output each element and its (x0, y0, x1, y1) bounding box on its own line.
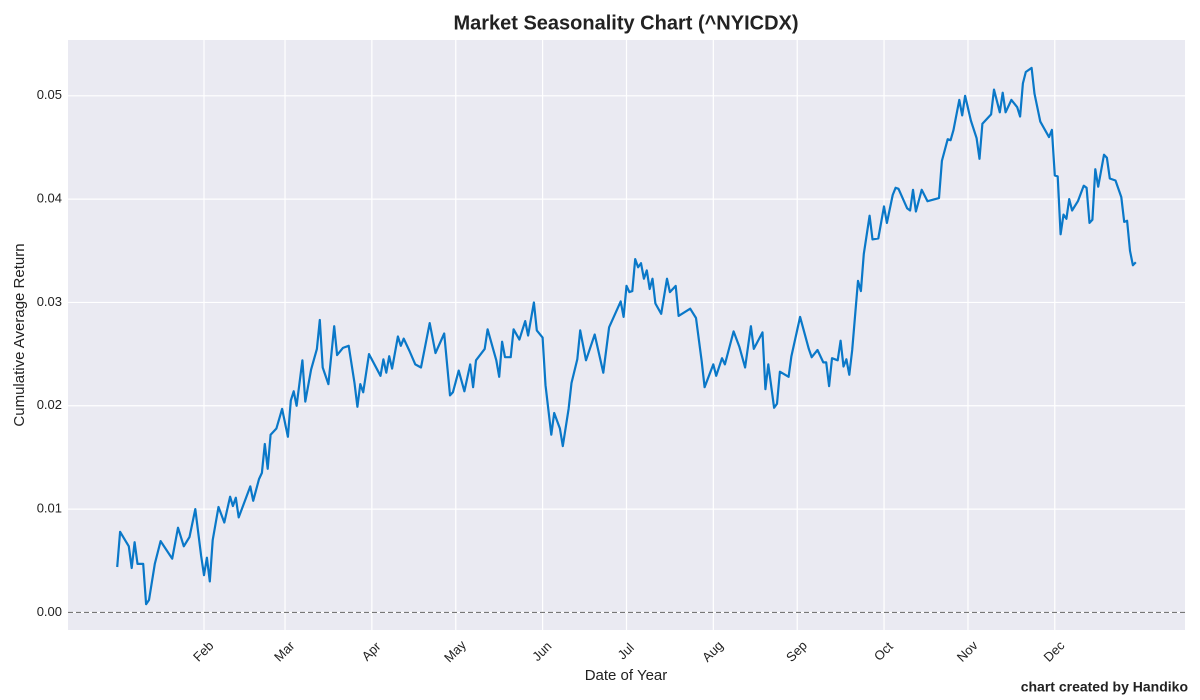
x-tick-label: Jul (615, 640, 637, 662)
y-axis-label: Cumulative Average Return (11, 243, 28, 426)
y-tick-label: 0.03 (37, 294, 62, 309)
y-tick-label: 0.04 (37, 191, 62, 206)
line-series (116, 66, 1137, 606)
x-tick-label: May (441, 637, 469, 665)
x-tick-label: Feb (190, 638, 216, 664)
footer: chart created by Handiko (1021, 679, 1188, 695)
x-tick-label: Dec (1041, 637, 1068, 664)
x-tick-label: Sep (783, 638, 810, 665)
y-tick-label: 0.05 (37, 87, 62, 102)
x-tick-label: Oct (871, 639, 896, 664)
y-tick-label: 0.02 (37, 397, 62, 412)
y-tick-label: 0.01 (37, 501, 62, 516)
x-tick-label: Mar (271, 638, 298, 665)
x-tick-label: Nov (954, 637, 981, 664)
y-tick-label: 0.00 (37, 604, 62, 619)
x-tick-label: Aug (699, 638, 726, 665)
x-tick-label: Jun (529, 639, 554, 664)
x-tick-label: Apr (359, 638, 384, 663)
marks (68, 66, 1185, 614)
x-axis-label: Date of Year (585, 667, 668, 684)
chart-title: Market Seasonality Chart (^NYICDX) (453, 12, 798, 34)
grid (68, 40, 1185, 630)
